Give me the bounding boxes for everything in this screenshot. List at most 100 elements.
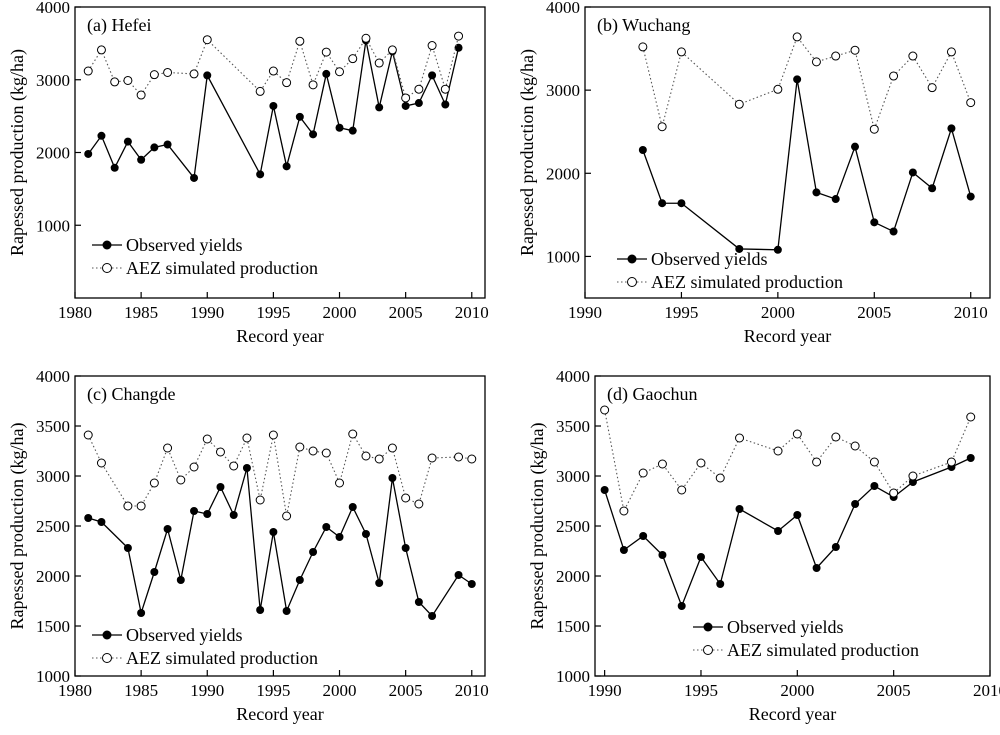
observed-point [348,126,357,135]
observed-point [735,244,744,253]
x-tick-label: 2000 [780,681,814,700]
simulated-point [176,475,186,485]
observed-point [110,163,119,172]
x-tick-label: 1985 [124,681,158,700]
simulated-point [189,69,199,79]
observed-point [361,530,370,538]
x-tick-label: 1990 [568,303,602,322]
simulated-point [966,98,976,108]
simulated-point [268,430,278,440]
y-tick-label: 4000 [36,367,70,386]
observed-point [401,101,410,110]
y-tick-label: 1500 [36,617,70,636]
observed-point [454,43,463,52]
observed-point [137,609,146,617]
simulated-point [202,434,212,444]
simulated-point [282,78,292,88]
observed-point [216,483,225,491]
observed-point [84,514,93,522]
observed-point [677,199,686,208]
simulated-line [604,409,972,513]
simulated-point [908,471,918,481]
observed-point [619,546,628,554]
observed-point [282,607,291,615]
legend: Observed yields AEZ simulated production [92,235,318,278]
x-axis-title: Record year [749,704,836,724]
observed-point [190,507,199,515]
observed-point [947,124,956,133]
observed-point [414,99,423,108]
x-tick-label: 2010 [455,303,489,322]
observed-point [638,146,647,155]
y-tick-label: 3500 [556,417,590,436]
simulated-point [869,124,879,134]
simulated-point [792,429,802,439]
observed-point [831,543,840,551]
y-tick-label: 3000 [36,467,70,486]
y-tick-label: 4000 [546,0,580,17]
observed-point [269,528,278,536]
simulated-point [600,405,610,415]
simulated-point [792,32,802,42]
observed-point [309,548,318,556]
simulated-point [677,485,687,495]
x-tick-label: 2005 [389,303,423,322]
y-axis-title: Rapessed production (kg/ha) [517,49,538,256]
observed-series [638,75,975,254]
simulated-point [321,448,331,458]
y-tick-label: 3000 [556,467,590,486]
simulated-point [427,41,437,51]
simulated-point [361,451,371,461]
legend-label: Observed yields [727,617,843,637]
observed-point [428,612,437,620]
observed-point [150,568,159,576]
x-tick-label: 2000 [323,681,357,700]
simulated-point [136,501,146,511]
simulated-point [638,42,648,52]
y-tick-label: 2500 [36,517,70,536]
legend-label: Observed yields [651,249,767,269]
y-axis-title: Rapessed production (kg/ha) [7,423,28,630]
simulated-point [348,54,358,64]
y-axis-title: Rapessed production (kg/ha) [7,49,28,256]
observed-point [322,523,331,531]
simulated-point [282,511,292,521]
observed-point [123,544,132,552]
x-tick-label: 1980 [58,681,92,700]
y-tick-label: 2500 [556,517,590,536]
observed-point [335,533,344,541]
observed-point [773,245,782,254]
observed-point [639,532,648,540]
x-tick-label: 1995 [256,681,290,700]
y-tick-label: 3000 [36,71,70,90]
observed-point [295,576,304,584]
y-tick-label: 1500 [556,617,590,636]
observed-point [889,227,898,236]
simulated-point [638,468,648,478]
y-tick-label: 3500 [36,417,70,436]
simulated-point [401,493,411,503]
legend-marker-observed [102,240,112,250]
simulated-point [83,66,93,76]
observed-point [375,579,384,587]
chart-panel-3: 1980 1985 1990 1995 2000 2005 2010 1000 1500 2000… [7,367,489,724]
simulated-point [163,67,173,77]
observed-point [966,454,975,462]
simulated-point [773,446,783,456]
simulated-point [927,83,937,93]
y-tick-label: 4000 [556,367,590,386]
simulated-point [773,84,783,94]
observed-series [84,464,476,620]
simulated-point [308,446,318,456]
observed-point [375,103,384,112]
observed-point [454,571,463,579]
legend-marker-observed [102,630,112,640]
observed-point [696,553,705,561]
simulated-point [735,433,745,443]
simulated-point [831,51,841,61]
panel-title: (a) Hefei [87,15,151,36]
panel-title: (c) Changde [87,384,175,405]
simulated-point [215,447,225,457]
y-axis-title: Rapessed production (kg/ha) [527,423,548,630]
simulated-point [110,77,120,87]
